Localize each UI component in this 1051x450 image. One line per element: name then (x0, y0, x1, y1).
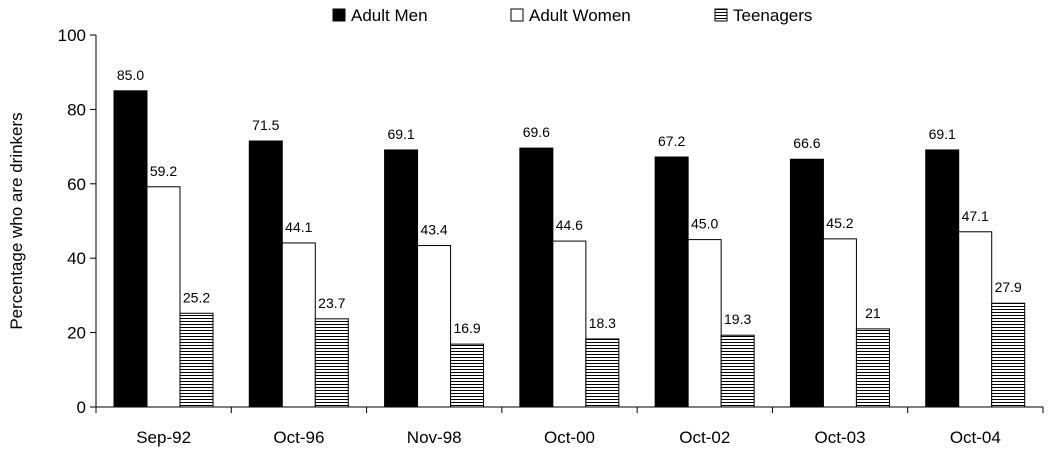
bar-adult-women-oct-04 (958, 231, 993, 408)
data-label: 18.3 (589, 315, 616, 331)
data-label: 71.5 (252, 117, 279, 133)
y-tick-label: 80 (67, 100, 86, 119)
data-label: 69.1 (387, 126, 414, 142)
bar-adult-women-oct-00 (552, 240, 587, 408)
data-label: 27.9 (995, 279, 1022, 295)
data-label: 45.0 (691, 216, 718, 232)
bar-adult-women-sep-92 (146, 186, 181, 408)
data-label: 45.2 (826, 215, 853, 231)
x-tick-label: Oct-03 (815, 428, 866, 447)
bar-teenagers-oct-02 (720, 334, 755, 408)
bar-adult-men-nov-98 (384, 149, 419, 408)
y-tick-label: 60 (67, 175, 86, 194)
x-tick-label: Oct-04 (950, 428, 1001, 447)
y-axis-title: Percentage who are drinkers (7, 112, 26, 329)
bar-adult-men-oct-00 (519, 147, 554, 408)
y-tick-label: 100 (58, 26, 86, 45)
x-tick-label: Nov-98 (407, 428, 462, 447)
x-tick-label: Oct-96 (273, 428, 324, 447)
bar-adult-men-oct-96 (248, 140, 283, 408)
bar-teenagers-sep-92 (179, 312, 214, 408)
data-label: 19.3 (724, 311, 751, 327)
legend-swatch-adult-women (510, 8, 524, 22)
bar-teenagers-nov-98 (450, 343, 485, 408)
bar-adult-women-oct-96 (281, 242, 316, 408)
bar-teenagers-oct-04 (991, 302, 1026, 408)
data-label: 23.7 (318, 295, 345, 311)
bars (113, 90, 1026, 408)
x-tick-label: Oct-00 (544, 428, 595, 447)
legend-label-teenagers: Teenagers (733, 6, 812, 25)
bar-adult-men-oct-04 (925, 149, 960, 408)
data-label: 66.6 (793, 135, 820, 151)
bar-teenagers-oct-00 (585, 338, 620, 408)
bar-adult-men-sep-92 (113, 90, 148, 408)
data-label: 69.1 (929, 126, 956, 142)
bar-teenagers-oct-96 (314, 318, 349, 408)
data-label: 47.1 (962, 208, 989, 224)
data-label: 43.4 (420, 222, 447, 238)
data-label: 21 (865, 305, 881, 321)
y-axis-title-group: Percentage who are drinkers (7, 112, 26, 329)
data-label: 44.6 (556, 217, 583, 233)
data-label: 16.9 (453, 320, 480, 336)
bar-adult-men-oct-03 (789, 158, 824, 408)
legend: Adult Men Adult Women Teenagers (332, 6, 812, 25)
y-tick-label: 40 (67, 249, 86, 268)
legend-swatch-adult-men (332, 8, 346, 22)
x-tick-label: Sep-92 (136, 428, 191, 447)
bar-adult-men-oct-02 (654, 156, 689, 408)
legend-swatch-teenagers (714, 8, 728, 22)
bar-adult-women-nov-98 (417, 245, 452, 408)
data-labels: 85.0 71.5 69.1 69.6 67.2 66.6 69.1 59.2 44.1 43.4… (117, 67, 1022, 336)
x-tick-label: Oct-02 (679, 428, 730, 447)
legend-label-adult-men: Adult Men (351, 6, 428, 25)
data-label: 85.0 (117, 67, 144, 83)
data-label: 44.1 (285, 219, 312, 235)
y-tick-label: 0 (77, 398, 86, 417)
legend-label-adult-women: Adult Women (529, 6, 631, 25)
y-tick-label: 20 (67, 324, 86, 343)
bar-adult-women-oct-03 (822, 238, 857, 408)
axes: 0 20 40 60 80 100 Sep-92 Oct-96 Nov-98 Oct-00 Oct-… (58, 26, 1044, 447)
data-label: 69.6 (523, 124, 550, 140)
data-label: 59.2 (150, 163, 177, 179)
data-label: 25.2 (183, 289, 210, 305)
bar-adult-women-oct-02 (687, 239, 722, 408)
data-label: 67.2 (658, 133, 685, 149)
bar-teenagers-oct-03 (855, 328, 890, 408)
